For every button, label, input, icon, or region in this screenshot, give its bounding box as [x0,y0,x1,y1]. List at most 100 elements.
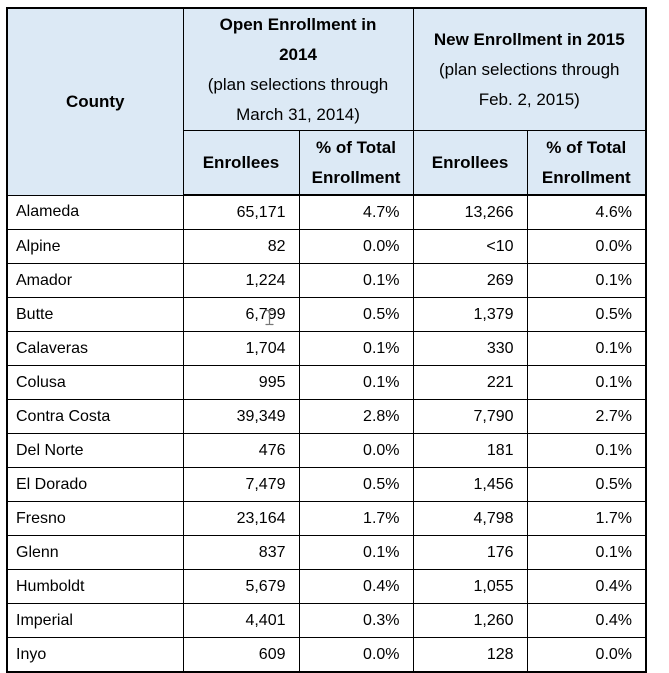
new-enrollment-2015-subtitle: (plan selections through Feb. 2, 2015) [439,59,620,109]
header-sub-row: Enrollees % of Total Enrollment Enrollee… [7,130,647,196]
county-cell: Alpine [6,229,184,264]
pct-total-2015-column-header: % of Total Enrollment [526,130,647,196]
pct-2014-cell: 0.0% [298,637,414,673]
enrollees-2014-cell: 609 [182,637,300,673]
enrollees-2014-cell: 476 [182,433,300,468]
pct-2014-cell: 0.1% [298,263,414,298]
county-cell: Contra Costa [6,399,184,434]
pct-2015-cell: 0.1% [526,365,647,400]
county-cell: Amador [6,263,184,298]
pct-2014-cell: 0.4% [298,569,414,604]
enrollees-2014-cell: 5,679 [182,569,300,604]
enrollees-2015-cell: 4,798 [412,501,528,536]
pct-2015-cell: 0.0% [526,229,647,264]
pct-2014-cell: 0.5% [298,297,414,332]
pct-2014-cell: 0.1% [298,331,414,366]
pct-2015-cell: 0.0% [526,637,647,673]
pct-2015-cell: 0.5% [526,467,647,502]
enrollees-2015-cell: 1,379 [412,297,528,332]
pct-2015-cell: 2.7% [526,399,647,434]
table-body: Alameda 65,171 4.7% 13,266 4.6% Alpine 82 0.0% <… [6,194,647,673]
enrollees-2015-cell: 1,055 [412,569,528,604]
county-cell: Del Norte [6,433,184,468]
enrollees-2015-cell: 128 [412,637,528,673]
table-row: Butte 6,799 0.5% 1,379 0.5% [6,297,647,332]
table-row: Humboldt 5,679 0.4% 1,055 0.4% [6,569,647,604]
county-cell: Butte [6,297,184,332]
county-cell: Colusa [6,365,184,400]
pct-2015-cell: 0.4% [526,569,647,604]
enrollees-2015-cell: 1,260 [412,603,528,638]
enrollees-2015-cell: 181 [412,433,528,468]
pct-2014-cell: 0.0% [298,229,414,264]
table-row: Alameda 65,171 4.7% 13,266 4.6% [6,194,647,230]
table-row: Amador 1,224 0.1% 269 0.1% [6,263,647,298]
county-cell: Alameda [6,194,184,230]
new-enrollment-2015-title: New Enrollment in 2015 [433,29,625,49]
pct-2015-cell: 0.4% [526,603,647,638]
pct-total-2014-column-header: % of Total Enrollment [298,130,414,196]
table-row: Glenn 837 0.1% 176 0.1% [6,535,647,570]
open-enrollment-2014-subtitle: (plan selections through March 31, 2014) [207,74,389,124]
enrollees-2014-cell: 4,401 [182,603,300,638]
table-row: El Dorado 7,479 0.5% 1,456 0.5% [6,467,647,502]
county-cell: Imperial [6,603,184,638]
table-row: Imperial 4,401 0.3% 1,260 0.4% [6,603,647,638]
enrollment-table: County Open Enrollment in 2014 (plan sel… [6,7,648,673]
new-enrollment-2015-header: New Enrollment in 2015 (plan selections … [412,7,647,131]
enrollees-2015-cell: 13,266 [412,194,528,230]
county-cell: Fresno [6,501,184,536]
county-cell: Glenn [6,535,184,570]
pct-2015-cell: 4.6% [526,194,647,230]
county-cell: El Dorado [6,467,184,502]
county-column-header: County [6,7,184,196]
header-group-row: County Open Enrollment in 2014 (plan sel… [6,7,647,196]
pct-2014-cell: 4.7% [298,194,414,230]
enrollees-2014-cell: 7,479 [182,467,300,502]
pct-2015-cell: 0.5% [526,297,647,332]
county-cell: Inyo [6,637,184,673]
pct-2014-cell: 2.8% [298,399,414,434]
pct-2014-cell: 0.1% [298,365,414,400]
enrollees-2014-cell: 6,799 [182,297,300,332]
pct-2015-cell: 0.1% [526,263,647,298]
pct-2015-cell: 0.1% [526,535,647,570]
enrollees-2014-cell: 82 [182,229,300,264]
pct-2015-cell: 0.1% [526,433,647,468]
table-row: Del Norte 476 0.0% 181 0.1% [6,433,647,468]
enrollees-2014-column-header: Enrollees [182,130,300,196]
enrollees-2014-cell: 65,171 [182,194,300,230]
table-row: Contra Costa 39,349 2.8% 7,790 2.7% [6,399,647,434]
pct-2014-cell: 1.7% [298,501,414,536]
table-row: Calaveras 1,704 0.1% 330 0.1% [6,331,647,366]
enrollees-2014-cell: 1,224 [182,263,300,298]
county-cell: Calaveras [6,331,184,366]
pct-2014-cell: 0.5% [298,467,414,502]
pct-2014-cell: 0.3% [298,603,414,638]
table-row: Alpine 82 0.0% <10 0.0% [6,229,647,264]
enrollees-2015-cell: 176 [412,535,528,570]
open-enrollment-2014-title: Open Enrollment in 2014 [219,14,377,64]
enrollees-2014-cell: 995 [182,365,300,400]
pct-2014-cell: 0.1% [298,535,414,570]
table-row: Colusa 995 0.1% 221 0.1% [6,365,647,400]
open-enrollment-2014-header: Open Enrollment in 2014 (plan selections… [182,7,414,131]
pct-2015-cell: 1.7% [526,501,647,536]
enrollees-2015-cell: 221 [412,365,528,400]
enrollees-2015-cell: 7,790 [412,399,528,434]
table-row: Inyo 609 0.0% 128 0.0% [6,637,647,673]
pct-2015-cell: 0.1% [526,331,647,366]
table-row: Fresno 23,164 1.7% 4,798 1.7% [6,501,647,536]
pct-2014-cell: 0.0% [298,433,414,468]
enrollees-2015-cell: 1,456 [412,467,528,502]
enrollees-2014-cell: 39,349 [182,399,300,434]
enrollees-2014-cell: 1,704 [182,331,300,366]
enrollees-2015-cell: 330 [412,331,528,366]
enrollees-2014-cell: 837 [182,535,300,570]
enrollees-2014-cell: 23,164 [182,501,300,536]
document-page: County Open Enrollment in 2014 (plan sel… [6,7,648,673]
county-cell: Humboldt [6,569,184,604]
enrollees-2015-cell: 269 [412,263,528,298]
enrollees-2015-column-header: Enrollees [412,130,528,196]
enrollees-2015-cell: <10 [412,229,528,264]
